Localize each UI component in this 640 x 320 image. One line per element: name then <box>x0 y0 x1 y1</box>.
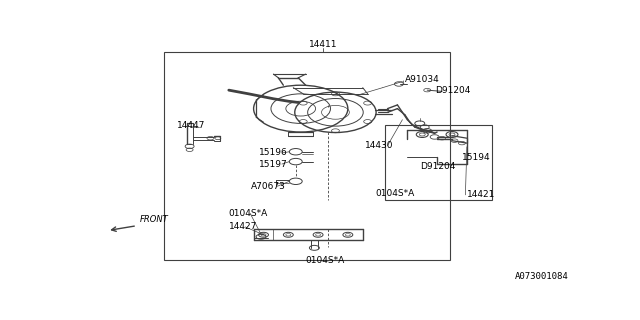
Text: A073001084: A073001084 <box>515 272 568 281</box>
Text: 15194: 15194 <box>462 153 490 163</box>
Bar <box>164 52 449 260</box>
Text: 0104S*A: 0104S*A <box>375 189 414 198</box>
Text: D91204: D91204 <box>420 162 455 171</box>
Text: 15196: 15196 <box>259 148 287 157</box>
Text: 14411: 14411 <box>308 40 337 49</box>
Text: 14427: 14427 <box>229 222 257 231</box>
Text: 15197: 15197 <box>259 160 287 169</box>
Bar <box>385 124 492 200</box>
Text: A91034: A91034 <box>405 75 440 84</box>
Text: 14430: 14430 <box>365 141 394 150</box>
Text: D91204: D91204 <box>435 86 470 95</box>
Text: FRONT: FRONT <box>140 215 168 224</box>
Text: 14447: 14447 <box>177 121 205 130</box>
Text: 0104S*A: 0104S*A <box>306 256 345 265</box>
Text: 14421: 14421 <box>467 190 495 199</box>
Text: A70673: A70673 <box>251 182 286 191</box>
Text: 0104S*A: 0104S*A <box>229 209 268 218</box>
